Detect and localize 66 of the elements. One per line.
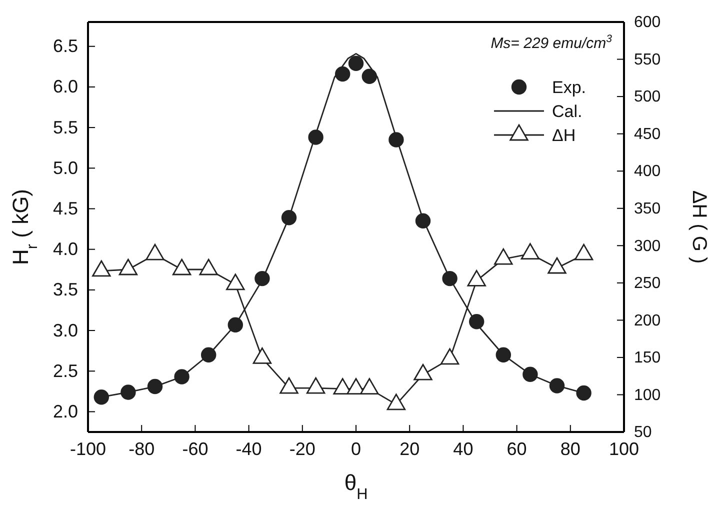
x-tick-label: 20 <box>400 438 420 459</box>
y2-tick-label: 550 <box>634 51 661 68</box>
point <box>467 270 486 286</box>
y2-tick-label: 300 <box>634 238 661 255</box>
legend-label: ΔH <box>552 126 576 145</box>
y2-tick-label: 200 <box>634 312 661 330</box>
y2-tick-label: 450 <box>634 126 661 143</box>
legend-label: Cal. <box>552 102 582 121</box>
x-tick-label: -60 <box>182 438 208 459</box>
point <box>94 389 110 405</box>
x-tick-label: -20 <box>289 438 316 459</box>
y-tick-label: 5.0 <box>52 158 78 178</box>
point <box>548 257 566 274</box>
y-tick-label: 2.0 <box>52 401 78 422</box>
point <box>334 66 350 82</box>
point <box>388 132 404 148</box>
y-tick-label: 2.5 <box>52 360 78 381</box>
point <box>440 348 460 365</box>
legend-label: Exp. <box>552 78 586 97</box>
point <box>494 248 513 265</box>
x-tick-label: 0 <box>350 438 362 459</box>
point <box>118 258 138 276</box>
y2-tick-label: 250 <box>634 275 661 292</box>
point <box>362 68 378 84</box>
annotation: Ms= 229 emu/cm$^{3}$ <box>490 33 612 52</box>
x-tick-label: 100 <box>608 438 640 459</box>
point <box>92 260 111 277</box>
y-tick-label: 6.0 <box>52 76 78 97</box>
point <box>226 274 245 290</box>
x-tick-label: -100 <box>70 438 106 459</box>
y2-tick-label: 50 <box>634 424 652 442</box>
point <box>414 364 432 380</box>
x-tick-label: -80 <box>128 438 155 459</box>
y-tick-label: 4.5 <box>52 198 78 218</box>
point <box>360 378 379 394</box>
point <box>146 244 164 260</box>
point <box>576 385 592 401</box>
y-tick-label: 5.5 <box>52 117 78 138</box>
point <box>280 377 298 394</box>
y2-tick-label: 500 <box>634 88 661 106</box>
y-tick-label: 3.5 <box>52 280 78 300</box>
x-tick-label: 80 <box>560 438 580 459</box>
y2-tick-label: 400 <box>634 163 661 180</box>
x-axis-title: θ$_{H}$ <box>344 470 368 502</box>
point <box>348 56 364 71</box>
point <box>386 394 406 410</box>
y2-tick-label: 150 <box>634 350 661 367</box>
point <box>172 258 192 276</box>
x-tick-label: -40 <box>236 438 262 459</box>
y2-tick-label: 350 <box>634 200 661 218</box>
point <box>120 384 136 400</box>
y2-tick-label: 600 <box>634 14 661 32</box>
point <box>574 244 594 260</box>
point <box>199 258 218 276</box>
x-tick-label: 60 <box>506 438 527 459</box>
point <box>308 130 324 145</box>
y2-tick-label: 100 <box>634 386 661 404</box>
point <box>306 377 326 394</box>
point <box>174 369 190 384</box>
y-tick-label: 4.0 <box>52 239 78 260</box>
y2-axis-title: ΔH ( G ) <box>688 190 710 264</box>
point <box>252 347 272 364</box>
y-tick-label: 3.0 <box>52 320 78 340</box>
y-tick-label: 6.5 <box>52 36 78 56</box>
point <box>520 243 540 260</box>
x-tick-label: 40 <box>453 438 474 459</box>
